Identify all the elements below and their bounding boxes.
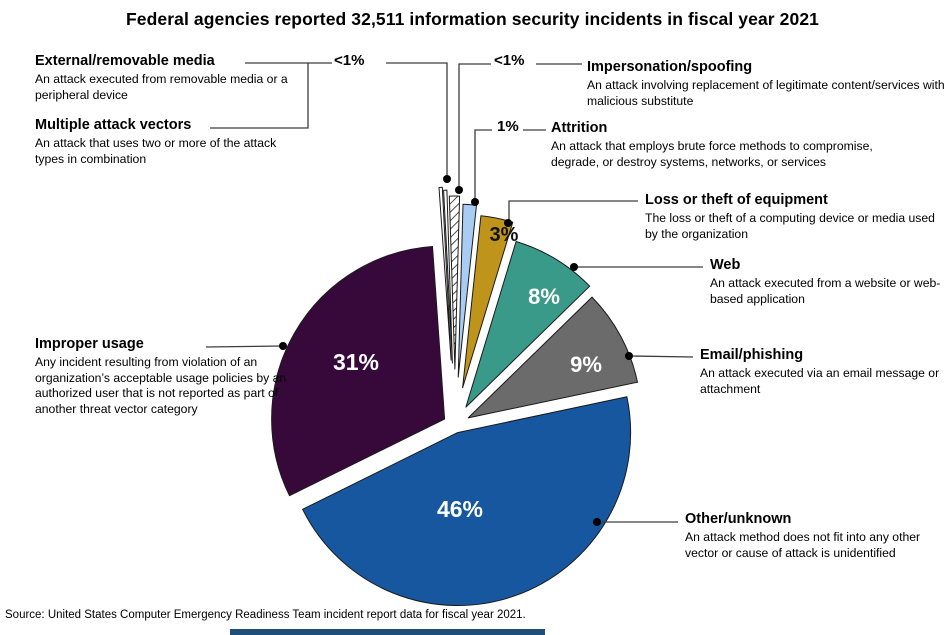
pie-slice-web <box>465 241 591 408</box>
slice-percent-other: 46% <box>437 496 483 522</box>
slice-label-description-multiple: An attack that uses two or more of the a… <box>35 136 277 166</box>
slice-label-heading-other: Other/unknown <box>685 511 792 527</box>
slice-label-web: Web An attack executed from a website or … <box>710 257 945 307</box>
slice-label-description-web: An attack executed from a website or web… <box>710 276 941 306</box>
leader-dot <box>455 186 463 194</box>
slice-label-other: Other/unknown An attack method does not f… <box>685 511 945 561</box>
pie-slice-multiple <box>443 189 453 364</box>
leader-dot <box>570 263 578 271</box>
slice-percent-email: 9% <box>570 352 602 377</box>
slice-label-heading-email: Email/phishing <box>700 347 804 363</box>
slice-percent-web: 8% <box>528 284 560 309</box>
pie-slice-external <box>438 186 452 361</box>
leader-dot <box>443 175 451 183</box>
slice-label-heading-attrition: Attrition <box>551 120 608 136</box>
slice-label-heading-web: Web <box>710 257 741 273</box>
slice-label-loss: Loss or theft of equipment The loss or th… <box>645 192 935 242</box>
slice-value-callout-external: <1% <box>334 52 365 69</box>
slice-label-description-improper: Any incident resulting from violation of… <box>35 355 287 416</box>
slice-label-email: Email/phishing An attack executed via an … <box>700 347 940 397</box>
leader-line <box>458 63 491 190</box>
leader-line <box>474 129 492 202</box>
pie-slice-improper <box>271 246 446 497</box>
leader-line <box>205 345 283 348</box>
leader-dot <box>593 518 601 526</box>
leader-dot <box>504 219 512 227</box>
slice-label-description-loss: The loss or theft of a computing device … <box>645 211 935 241</box>
slice-label-heading-external: External/removable media <box>35 53 215 69</box>
leader-line <box>386 62 448 178</box>
pie-slice-other <box>302 396 632 606</box>
leader-dot <box>471 198 479 206</box>
slice-label-description-external: An attack executed from removable media … <box>35 72 288 102</box>
pie-slice-impersonation <box>448 195 461 370</box>
slice-label-description-other: An attack method does not fit into any o… <box>685 530 921 560</box>
leader-line <box>629 355 694 358</box>
slice-percent-improper: 31% <box>333 349 379 375</box>
slice-label-external: External/removable media An attack execut… <box>35 53 290 103</box>
pie-slice-email <box>467 296 638 419</box>
slice-value-callout-impersonation: <1% <box>494 52 525 69</box>
slice-label-heading-multiple: Multiple attack vectors <box>35 117 192 133</box>
slice-label-attrition: Attrition An attack that employs brute fo… <box>551 120 891 170</box>
slice-label-heading-impersonation: Impersonation/spoofing <box>587 59 753 75</box>
slice-label-description-impersonation: An attack involving replacement of legit… <box>587 78 945 108</box>
bottom-edge-bar <box>230 629 545 635</box>
leader-dot <box>625 352 633 360</box>
slice-label-description-email: An attack executed via an email message … <box>700 366 940 396</box>
slice-label-heading-loss: Loss or theft of equipment <box>645 192 828 208</box>
source-note: Source: United States Computer Emergency… <box>5 609 526 621</box>
leader-dot <box>279 342 287 350</box>
slice-label-heading-improper: Improper usage <box>35 336 144 352</box>
slice-value-callout-attrition: 1% <box>497 118 519 135</box>
slice-percent-loss: 3% <box>490 224 519 246</box>
slice-label-multiple: Multiple attack vectors An attack that us… <box>35 117 280 167</box>
slice-label-impersonation: Impersonation/spoofing An attack involvin… <box>587 59 945 109</box>
chart-title: Federal agencies reported 32,511 informa… <box>125 9 820 29</box>
leader-line <box>508 200 638 222</box>
slice-label-description-attrition: An attack that employs brute force metho… <box>551 139 873 169</box>
slice-label-improper: Improper usage Any incident resulting fro… <box>35 336 301 417</box>
leader-line <box>210 63 309 129</box>
pie-slice-loss <box>462 215 514 389</box>
